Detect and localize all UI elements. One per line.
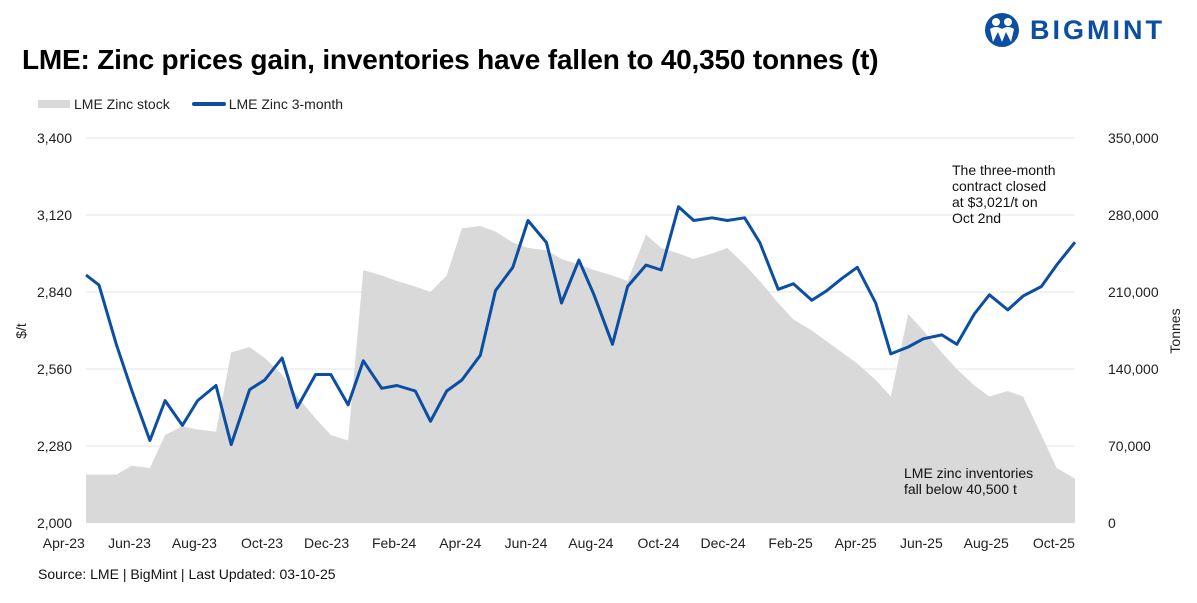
price-note-line: Oct 2nd	[952, 210, 1002, 226]
legend-swatch-price	[191, 102, 226, 106]
bigmint-logo: BIGMINT	[984, 12, 1165, 48]
chart-legend: LME Zinc stock LME Zinc 3-month	[38, 96, 343, 112]
x-tick-label: Jun-25	[900, 535, 943, 551]
stock-note-line: LME zinc inventories	[904, 465, 1034, 481]
y2-tick-label: 70,000	[1108, 438, 1151, 454]
bigmint-people-logo-icon	[985, 13, 1019, 47]
y-axis-label: $/t	[13, 323, 29, 339]
y-tick-label: 2,840	[37, 284, 72, 300]
x-tick-label: Jun-24	[505, 535, 548, 551]
y-tick-label: 2,000	[37, 515, 72, 531]
legend-label-price: LME Zinc 3-month	[228, 96, 344, 112]
source-note: Source: LME | BigMint | Last Updated: 03…	[38, 566, 336, 582]
x-tick-label: Feb-24	[372, 535, 417, 551]
x-tick-label: Oct-24	[638, 535, 680, 551]
y-tick-label: 3,120	[37, 207, 72, 223]
page-title: LME: Zinc prices gain, inventories have …	[22, 44, 879, 75]
y2-tick-label: 210,000	[1108, 284, 1159, 300]
price-note-line: at $3,021/t on	[952, 194, 1038, 210]
x-tick-label: Dec-23	[304, 535, 349, 551]
legend-label-stock: LME Zinc stock	[74, 96, 170, 112]
stock-area	[86, 226, 1075, 523]
price-note-line: contract closed	[952, 178, 1047, 194]
x-tick-label: Apr-24	[439, 535, 481, 551]
stock-note-line: fall below 40,500 t	[904, 481, 1017, 497]
x-tick-label: Apr-25	[835, 535, 877, 551]
y2-axis-label: Tonnes	[1167, 308, 1183, 353]
y2-tick-label: 140,000	[1108, 361, 1159, 377]
x-tick-label: Oct-23	[241, 535, 283, 551]
price-note-line: The three-month	[952, 162, 1056, 178]
y-tick-label: 3,400	[37, 130, 72, 146]
x-tick-label: Aug-23	[172, 535, 217, 551]
x-tick-label: Aug-25	[964, 535, 1009, 551]
x-tick-label: Dec-24	[700, 535, 745, 551]
y2-tick-label: 280,000	[1108, 207, 1159, 223]
logo-text: BIGMINT	[1030, 14, 1165, 45]
x-tick-label: Jun-23	[108, 535, 151, 551]
x-tick-label: Oct-25	[1033, 535, 1075, 551]
x-tick-label: Feb-25	[768, 535, 813, 551]
legend-swatch-stock	[38, 100, 70, 108]
y-tick-label: 2,280	[37, 438, 72, 454]
y2-tick-label: 350,000	[1108, 130, 1159, 146]
x-tick-label: Apr-23	[43, 535, 85, 551]
x-tick-label: Aug-24	[568, 535, 613, 551]
y2-tick-label: 0	[1108, 515, 1116, 531]
stock-annotation: LME zinc inventories fall below 40,500 t	[904, 465, 1033, 497]
price-annotation: The three-month contract closed at $3,02…	[952, 162, 1056, 226]
y-tick-label: 2,560	[37, 361, 72, 377]
